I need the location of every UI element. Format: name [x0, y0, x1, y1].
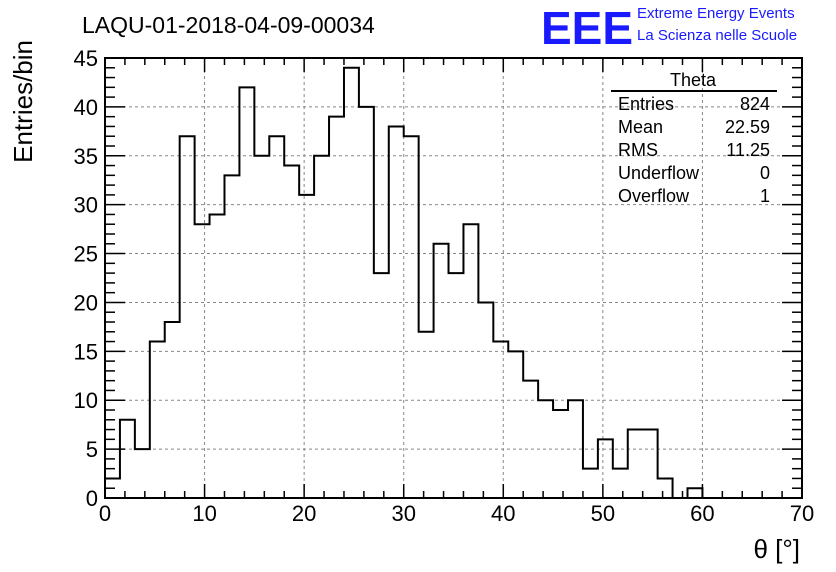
y-tick-label: 45 — [74, 46, 98, 71]
y-tick-label: 10 — [74, 388, 98, 413]
x-tick-label: 50 — [591, 501, 615, 526]
stats-value: 0 — [760, 163, 770, 183]
x-tick-label: 70 — [790, 501, 814, 526]
stats-title: Theta — [670, 70, 717, 90]
logo-letters: EEE — [541, 2, 633, 54]
x-tick-label: 0 — [99, 501, 111, 526]
y-tick-label: 25 — [74, 242, 98, 267]
stats-label: Underflow — [618, 163, 700, 183]
x-tick-label: 30 — [391, 501, 415, 526]
x-tick-label: 40 — [491, 501, 515, 526]
y-tick-label: 20 — [74, 290, 98, 315]
stats-label: Mean — [618, 117, 663, 137]
stats-value: 1 — [760, 186, 770, 206]
stats-value: 824 — [740, 94, 770, 114]
y-tick-label: 0 — [86, 486, 98, 511]
stats-box: Theta Entries 824 Mean 22.59 RMS 11.25 Underfl… — [611, 70, 777, 206]
stats-label: Entries — [618, 94, 674, 114]
x-tick-label: 20 — [292, 501, 316, 526]
y-axis-title: Entries/bin — [8, 40, 38, 163]
run-title: LAQU-01-2018-04-09-00034 — [82, 12, 375, 38]
logo-line-2: La Scienza nelle Scuole — [637, 27, 797, 44]
y-tick-label: 30 — [74, 193, 98, 218]
histogram-line — [104, 66, 802, 499]
x-tick-label: 60 — [690, 501, 714, 526]
x-tick-label: 10 — [192, 501, 216, 526]
x-tick-labels: 0 10 20 30 40 50 60 70 — [99, 501, 814, 526]
logo-line-1: Extreme Energy Events — [637, 5, 795, 22]
y-tick-label: 40 — [74, 95, 98, 120]
y-tick-label: 15 — [74, 339, 98, 364]
eee-logo: EEE Extreme Energy Events La Scienza nel… — [541, 2, 797, 54]
plot-frame — [104, 57, 803, 499]
stats-value: 22.59 — [725, 117, 770, 137]
x-axis-title: θ [°] — [753, 534, 800, 564]
axis-ticks — [104, 57, 803, 499]
y-tick-labels: 0 5 10 15 20 25 30 35 40 45 — [74, 46, 98, 511]
stats-label: RMS — [618, 140, 658, 160]
stats-value: 11.25 — [726, 140, 770, 160]
grid — [105, 58, 802, 498]
y-tick-label: 5 — [86, 437, 98, 462]
stats-label: Overflow — [618, 186, 690, 206]
stats-rows: Entries 824 Mean 22.59 RMS 11.25 Underflow 0 Ove… — [618, 94, 770, 206]
y-tick-label: 35 — [74, 144, 98, 169]
